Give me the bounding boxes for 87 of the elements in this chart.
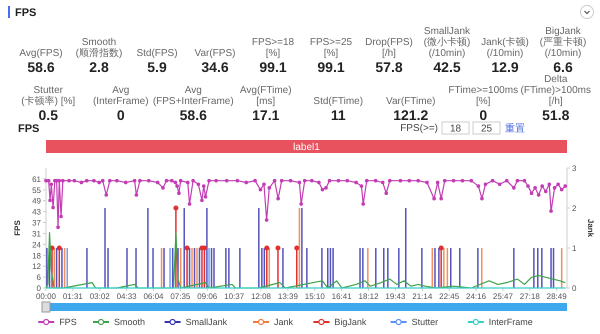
legend-label: BigJank (334, 317, 367, 327)
y2-tick-label: 0 (572, 284, 577, 293)
y-tick-label: 24 (32, 240, 42, 250)
text: FPS>=18 [%] (252, 37, 295, 59)
text: FPS>=25 [%] (310, 37, 353, 59)
text: 2.8 (89, 59, 109, 75)
y-tick-label: 61 (32, 174, 42, 184)
text: 0.5 (38, 107, 58, 123)
y-tick-label: 43 (32, 208, 42, 217)
y-tick-label: 18 (32, 251, 42, 260)
text: 0 (116, 107, 125, 123)
x-tick-label: 01:31 (62, 292, 84, 301)
text: 58.6 (180, 107, 208, 123)
text-field: 18 (442, 122, 470, 134)
text: 17.1 (252, 107, 280, 123)
x-tick-label: 00:00 (36, 292, 57, 301)
x-tick-label: 24:16 (466, 292, 487, 301)
legend-label: SmallJank (186, 317, 228, 327)
x-tick-label: 12:08 (250, 292, 272, 301)
y2-tick-label: 3 (572, 164, 577, 173)
text: Avg(FTime) [ms] (240, 85, 292, 107)
x-tick-label: 07:35 (170, 292, 191, 301)
text: BigJank(严重卡顿) (/10min) (540, 26, 586, 59)
text: Var(FPS) (194, 48, 236, 59)
x-tick-label: 16:41 (332, 292, 352, 301)
x-tick-label: 18:12 (358, 292, 380, 301)
text-field: 25 (472, 122, 500, 134)
y-tick-label: 6 (36, 273, 42, 282)
y-axis-title: FPS (13, 220, 22, 236)
text: Std(FTime) (313, 96, 364, 107)
legend-label: Stutter (412, 317, 438, 327)
x-tick-label: 28:49 (546, 292, 568, 301)
y2-tick-label: 1 (572, 244, 577, 253)
text: 58.6 (27, 59, 55, 75)
text: Drop(FPS) [/h] (365, 37, 413, 59)
text: FTime>=100ms [%] (448, 85, 518, 107)
x-tick-label: 21:14 (412, 292, 433, 301)
legend-label: FPS (59, 317, 77, 327)
text: 0 (479, 107, 488, 123)
text: 42.5 (433, 59, 461, 75)
x-tick-label: 09:06 (197, 292, 218, 301)
text: 12.9 (491, 59, 519, 75)
text: 51.8 (542, 107, 570, 123)
x-tick-label: 04:33 (116, 292, 138, 301)
x-tick-label: 15:10 (304, 292, 326, 301)
x-tick-label: 25:47 (492, 292, 514, 301)
text: Var(FTime) (386, 96, 436, 107)
text: Jank(卡顿) (/10min) (481, 36, 529, 59)
text: Delta(FTime)>100ms [/h] (520, 74, 591, 107)
text: 6.6 (553, 59, 573, 75)
text: 重置 (505, 122, 525, 134)
x-tick-label: 27:18 (520, 292, 540, 301)
y-tick-label: 37 (32, 218, 42, 228)
y-tick-label: 31 (32, 229, 42, 238)
text: 99.1 (317, 59, 345, 75)
text: 34.6 (201, 59, 229, 75)
text: SmallJank(微小卡顿) (/10min) (424, 26, 472, 59)
y2-axis-title: Jank (586, 218, 595, 238)
text: Std(FPS) (136, 48, 178, 59)
text: 5.9 (147, 59, 167, 75)
x-tick-label: 13:39 (278, 292, 298, 301)
chart-title: FPS (18, 123, 40, 135)
text: 99.1 (259, 59, 287, 75)
y2-tick-label: 2 (572, 204, 577, 213)
text: Stutter(卡顿率) [%] (21, 85, 76, 107)
x-tick-label: 10:37 (224, 292, 245, 301)
text: 11 (330, 107, 346, 123)
text: Avg(FPS+InterFrame) (152, 85, 234, 107)
text: label1 (293, 142, 320, 153)
y-tick-label: 0 (36, 284, 42, 293)
x-tick-label: 03:02 (90, 292, 110, 301)
y-tick-label: 12 (32, 262, 42, 272)
legend-label: InterFrame (488, 317, 533, 327)
y-tick-label: 55 (32, 186, 42, 195)
text: Avg(FPS) (19, 48, 63, 59)
x-tick-label: 06:04 (144, 292, 164, 301)
legend-label: Smooth (114, 317, 146, 327)
legend-label: Jank (274, 317, 294, 327)
text: FPS(>=) (400, 123, 438, 134)
text: FPS (15, 7, 36, 19)
x-tick-label: 22:45 (439, 292, 460, 301)
text: Avg(InterFrame) (92, 85, 149, 107)
text: 57.8 (375, 59, 403, 75)
text: 121.2 (393, 107, 428, 123)
y-tick-label: 49 (32, 196, 42, 206)
text: Smooth(顺滑指数) (76, 37, 122, 59)
x-tick-label: 19:43 (385, 292, 406, 301)
